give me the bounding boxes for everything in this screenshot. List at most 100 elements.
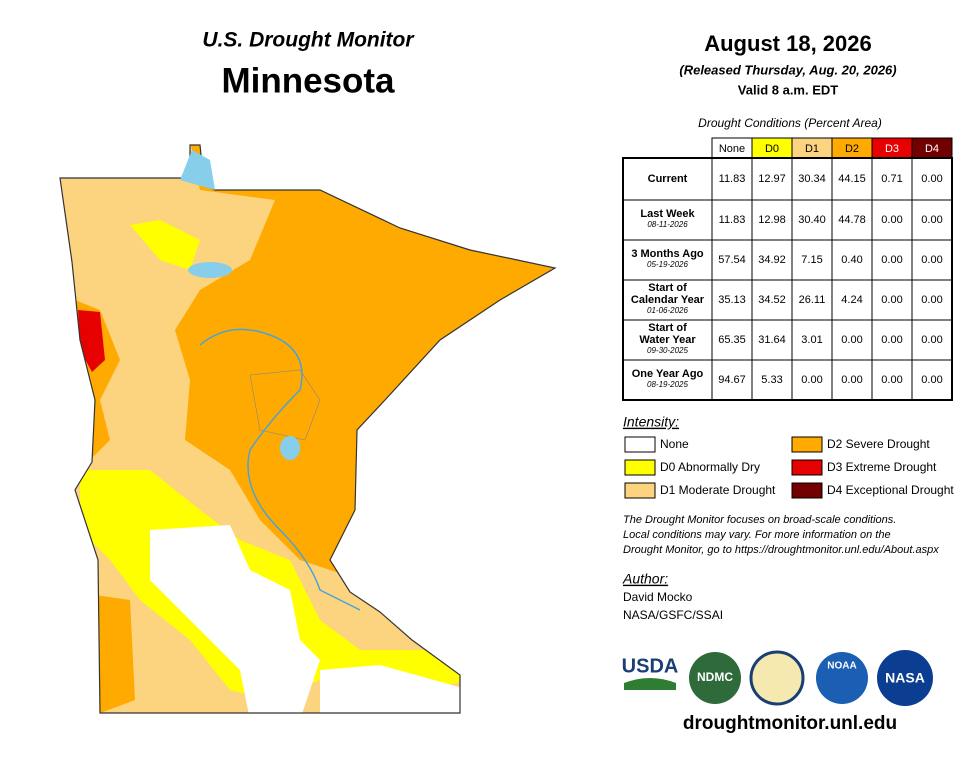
value-cell xyxy=(831,319,873,361)
value-cell xyxy=(911,279,953,321)
cell-value: 0.00 xyxy=(921,374,942,386)
noaa-logo xyxy=(816,652,868,704)
legend-label: D4 Exceptional Drought xyxy=(827,483,954,497)
none-area xyxy=(150,525,320,713)
row-label: Last Week xyxy=(640,208,695,220)
cell-value: 0.00 xyxy=(921,334,942,346)
note-line: Local conditions may vary. For more info… xyxy=(623,529,891,541)
cell-value: 57.54 xyxy=(718,254,746,266)
value-cell xyxy=(711,319,753,361)
cell-value: 30.40 xyxy=(798,214,826,226)
legend: None D0 Abnormally Dry D1 Moderate Drought… xyxy=(624,436,954,499)
cell-value: 26.11 xyxy=(799,294,826,306)
logo-text: NDMC xyxy=(697,670,733,684)
table-border xyxy=(622,157,953,401)
cell-value: 44.78 xyxy=(838,214,866,226)
cell-value: 0.71 xyxy=(881,173,902,185)
cell-value: 12.97 xyxy=(758,173,786,185)
mississippi-river xyxy=(199,328,361,611)
value-cell xyxy=(751,239,793,281)
row-date: 08-19-2025 xyxy=(647,380,688,389)
note: The Drought Monitor focuses on broad-sca… xyxy=(623,514,939,556)
legend-title: Intensity: xyxy=(623,414,679,430)
value-cell xyxy=(911,239,953,281)
row-label: 3 Months Ago xyxy=(631,248,704,260)
value-cell xyxy=(711,359,753,401)
legend-swatch xyxy=(791,482,823,499)
ndmc-logo xyxy=(689,652,741,704)
cell-value: 4.24 xyxy=(841,294,862,306)
row-date: 08-11-2026 xyxy=(647,220,688,229)
cell-value: 0.00 xyxy=(921,294,942,306)
d0-north xyxy=(130,220,200,270)
cell-value: 30.34 xyxy=(798,173,826,185)
lake-of-the-woods xyxy=(180,150,215,190)
value-cell xyxy=(831,359,873,401)
author-line: David Mocko xyxy=(623,590,693,604)
note-line: Drought Monitor, go to https://droughtmo… xyxy=(623,544,939,556)
value-cell xyxy=(751,319,793,361)
note-line: The Drought Monitor focuses on broad-sca… xyxy=(623,514,896,526)
cell-value: 0.00 xyxy=(921,214,942,226)
release-date: (Released Thursday, Aug. 20, 2026) xyxy=(679,62,896,77)
cell-value: 65.35 xyxy=(718,334,746,346)
column-header: None xyxy=(719,143,745,155)
cell-value: 34.52 xyxy=(758,294,786,306)
cell-value: 0.00 xyxy=(841,374,862,386)
d2-southwest xyxy=(95,595,135,713)
row-label: One Year Ago xyxy=(632,368,704,380)
cell-value: 7.15 xyxy=(801,254,822,266)
cell-value: 94.67 xyxy=(718,374,746,386)
author-line: NASA/GSFC/SSAI xyxy=(623,608,723,622)
valid-time: Valid 8 a.m. EDT xyxy=(738,82,838,97)
cell-value: 44.15 xyxy=(838,173,866,185)
row-label: Water Year xyxy=(639,334,696,346)
usda-swoosh xyxy=(624,678,676,690)
row-label: Current xyxy=(648,173,688,185)
value-cell xyxy=(711,157,753,201)
column-header: D2 xyxy=(845,143,859,155)
d3-area xyxy=(78,310,105,372)
legend-label: None xyxy=(660,437,689,451)
cell-value: 0.00 xyxy=(921,254,942,266)
table-caption: Drought Conditions (Percent Area) xyxy=(698,116,882,130)
conditions-table: None D0 D1 D2 D3 D4 Current 11.83 12.97 30.34 44.1… xyxy=(622,137,953,401)
cell-value: 0.00 xyxy=(881,254,902,266)
legend-swatch xyxy=(624,436,656,453)
nasa-logo xyxy=(877,650,933,706)
cell-value: 0.00 xyxy=(801,374,822,386)
column-header: D0 xyxy=(765,143,779,155)
value-cell xyxy=(911,319,953,361)
row-label: Start of xyxy=(648,282,687,294)
value-cell xyxy=(871,279,913,321)
legend-swatch xyxy=(791,436,823,453)
value-cell xyxy=(791,319,833,361)
row-label-cell xyxy=(622,359,713,401)
logo-text: NASA xyxy=(885,670,925,686)
cell-value: 31.64 xyxy=(758,334,786,346)
cell-value: 34.92 xyxy=(758,254,786,266)
none-southeast xyxy=(320,665,470,713)
cell-value: 12.98 xyxy=(758,214,786,226)
map-title: U.S. Drought Monitor xyxy=(202,29,415,52)
cell-value: 0.00 xyxy=(881,294,902,306)
drought-map xyxy=(60,145,555,713)
logo-text: USDA xyxy=(622,655,679,677)
legend-swatch xyxy=(791,459,823,476)
red-lake xyxy=(188,262,232,278)
mille-lacs xyxy=(280,436,300,460)
cell-value: 0.00 xyxy=(841,334,862,346)
cell-value: 3.01 xyxy=(801,334,822,346)
column-header: D3 xyxy=(885,143,899,155)
legend-label: D3 Extreme Drought xyxy=(827,460,937,474)
value-cell xyxy=(791,199,833,241)
value-cell xyxy=(831,157,873,201)
row-date: 01-06-2026 xyxy=(647,306,688,315)
legend-label: D2 Severe Drought xyxy=(827,437,930,451)
value-cell xyxy=(871,199,913,241)
author-title: Author: xyxy=(622,571,668,587)
legend-label: D1 Moderate Drought xyxy=(660,483,776,497)
value-cell xyxy=(831,199,873,241)
cell-value: 11.83 xyxy=(719,173,746,185)
